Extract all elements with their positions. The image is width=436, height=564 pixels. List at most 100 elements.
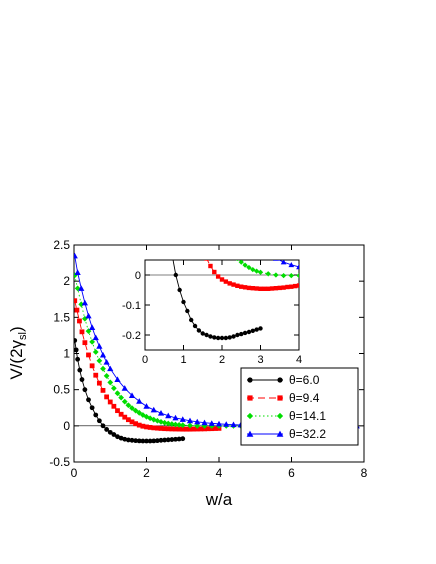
main-point-theta-9-4 (96, 380, 102, 386)
main-point-theta-6-0 (96, 418, 102, 424)
main-point-theta-6-0 (82, 387, 88, 393)
main-point-theta-14-1 (168, 421, 175, 427)
legend: θ=6.0 θ=9.4 θ=14.1 θ=32.2 (240, 367, 359, 446)
inset-point-theta-32-2 (181, 35, 187, 40)
main-point-theta-9-4 (151, 425, 157, 431)
main-point-theta-14-1 (74, 285, 81, 292)
main-point-theta-32-2 (201, 419, 208, 426)
inset-point-theta-14-1 (238, 260, 244, 265)
main-point-theta-14-1 (172, 421, 179, 428)
inset-point-theta-32-2 (350, 271, 356, 276)
inset-point-theta-14-1 (189, 137, 194, 142)
inset-point-theta-32-2 (196, 116, 202, 121)
main-point-theta-6-0 (165, 437, 171, 443)
inset-point-theta-32-2 (288, 261, 295, 268)
inset-point-theta-9-4 (266, 286, 271, 291)
main-point-theta-6-0 (162, 437, 168, 443)
inset-point-theta-32-2 (296, 264, 299, 270)
inset-x-tick-label: 4 (296, 354, 302, 366)
inset-x-tick-label: 1 (180, 354, 186, 366)
main-point-theta-9-4 (125, 417, 131, 423)
main-point-theta-14-1 (161, 419, 168, 426)
inset-point-theta-32-2 (250, 239, 256, 244)
inset-x-tick-label: 3 (257, 354, 263, 366)
inset-point-theta-14-1 (250, 266, 256, 273)
inset-point-theta-9-4 (239, 284, 244, 289)
main-point-theta-14-1 (92, 349, 99, 355)
inset-point-theta-32-2 (242, 230, 248, 235)
inset-point-theta-14-1 (254, 268, 260, 274)
inset-point-theta-14-1 (288, 272, 294, 279)
inset-point-theta-6-0 (208, 334, 213, 339)
inset-point-theta-32-2 (280, 260, 287, 265)
inset-point-theta-32-2 (389, 272, 395, 277)
inset-point-theta-32-2 (227, 206, 233, 211)
inset-point-theta-14-1 (204, 199, 209, 204)
main-point-theta-14-1 (107, 379, 114, 386)
main-point-theta-6-0 (79, 377, 85, 382)
main-x-tick-label: 8 (361, 466, 368, 480)
main-point-theta-9-4 (180, 426, 186, 432)
inset-point-theta-6-0 (181, 299, 186, 305)
main-point-theta-32-2 (179, 416, 186, 422)
inset-y-tick-label: -0.2 (122, 330, 141, 342)
main-point-theta-9-4 (79, 329, 85, 335)
main-point-theta-9-4 (133, 421, 139, 427)
main-point-theta-32-2 (136, 398, 143, 404)
inset-point-theta-9-4 (235, 283, 240, 288)
legend-marker-theta-32-2 (276, 430, 284, 437)
inset-point-theta-14-1 (192, 155, 197, 160)
inset-point-theta-14-1 (327, 272, 332, 277)
main-point-theta-32-2 (89, 324, 96, 330)
main-point-theta-9-4 (82, 340, 88, 346)
inset-point-theta-14-1 (319, 272, 324, 277)
inset-point-theta-9-4 (162, 24, 166, 28)
legend-marker-theta-14-1 (276, 412, 284, 420)
inset-point-theta-9-4 (185, 192, 189, 196)
main-point-theta-32-2 (150, 406, 157, 413)
main-point-theta-32-2 (143, 403, 150, 409)
main-point-theta-14-1 (110, 385, 117, 392)
inset-axis-ticks: 0 1 2 3 4 -0.2 -0.1 0 (122, 260, 302, 366)
main-point-theta-6-0 (129, 437, 135, 443)
inset-point-theta-32-2 (358, 271, 364, 276)
inset-plot-panel: 0 1 2 3 4 -0.2 -0.1 0 (122, 24, 433, 366)
main-point-theta-9-4 (86, 352, 91, 358)
main-point-theta-14-1 (187, 422, 193, 429)
main-point-theta-32-2 (114, 376, 121, 383)
inset-point-theta-6-0 (154, 123, 158, 127)
inset-point-theta-6-0 (149, 42, 153, 46)
inset-point-theta-9-4 (281, 285, 286, 290)
main-point-theta-9-4 (147, 425, 153, 430)
inset-point-theta-9-4 (277, 285, 282, 291)
main-point-theta-9-4 (202, 426, 207, 432)
inset-point-theta-9-4 (166, 63, 170, 67)
inset-point-theta-32-2 (427, 272, 433, 277)
main-point-theta-32-2 (96, 343, 103, 349)
main-point-theta-32-2 (223, 421, 230, 427)
inset-point-theta-14-1 (227, 247, 232, 252)
inset-point-theta-9-4 (242, 285, 248, 290)
inset-point-theta-32-2 (365, 271, 371, 276)
inset-point-theta-6-0 (200, 331, 205, 336)
main-axis-ticks: 0 2 4 6 8-0.500.511.522.5 (49, 238, 367, 480)
inset-point-theta-9-4 (204, 260, 209, 261)
inset-point-theta-9-4 (250, 286, 255, 291)
main-point-theta-32-2 (215, 420, 223, 427)
main-point-theta-6-0 (144, 438, 149, 444)
main-x-tick-label: 6 (288, 466, 295, 480)
legend-marker-theta-14-1 (246, 412, 254, 420)
main-point-theta-32-2 (74, 269, 81, 275)
main-point-theta-9-4 (165, 426, 171, 432)
main-y-tick-label: 0.5 (53, 383, 70, 397)
main-x-tick-label: 0 (71, 466, 78, 480)
inset-point-theta-32-2 (404, 272, 410, 277)
inset-point-theta-14-1 (273, 272, 279, 278)
main-y-tick-label: 2 (63, 274, 70, 288)
inset-series-line-theta-32-2 (278, 260, 299, 268)
main-point-theta-14-1 (132, 407, 139, 414)
legend-label-theta-6-0: θ=6.0 (289, 373, 320, 387)
main-y-tick-label: 0 (63, 419, 70, 433)
main-point-theta-9-4 (74, 298, 78, 304)
main-point-theta-32-2 (194, 418, 201, 425)
